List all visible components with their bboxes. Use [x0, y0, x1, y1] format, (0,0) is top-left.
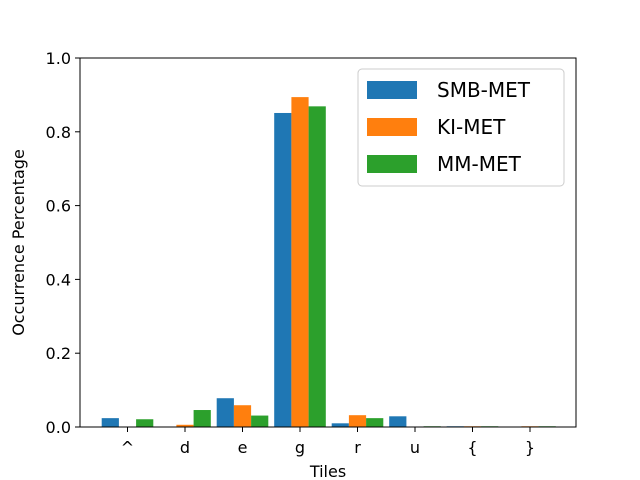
plot-frame — [79, 57, 577, 428]
x-tick-label: } — [525, 438, 535, 457]
bar-ki-met-2 — [233, 405, 252, 427]
y-axis-label: Occurrence Percentage — [9, 149, 28, 336]
legend: SMB-MET KI-MET MM-MET — [357, 68, 565, 187]
y-tick-label: 0.4 — [46, 270, 71, 289]
y-tick-label: 1.0 — [46, 49, 71, 68]
bar-mm-met-0 — [136, 419, 154, 427]
bar-smb-met-2 — [216, 398, 234, 427]
bar-mm-met-3 — [308, 106, 326, 428]
bar-smb-met-3 — [274, 112, 292, 427]
y-tick-label: 0.2 — [46, 344, 71, 363]
y-tick-label: 0.6 — [46, 197, 71, 216]
legend-label-smb-met: SMB-MET — [437, 78, 531, 102]
legend-label-mm-met: MM-MET — [437, 152, 522, 176]
bar-ki-met-4 — [348, 415, 367, 427]
bar-mm-met-1 — [193, 410, 211, 427]
legend-swatch-smb-met — [367, 81, 417, 99]
legend-swatch-mm-met — [367, 155, 417, 173]
x-tick-label: u — [410, 438, 420, 457]
x-tick-label: { — [467, 438, 477, 457]
bar-mm-met-2 — [251, 415, 269, 427]
y-tick-label: 0.8 — [46, 123, 71, 142]
legend-swatch-ki-met — [367, 118, 417, 136]
bar-smb-met-0 — [101, 418, 119, 427]
x-tick-label: ^ — [121, 438, 134, 457]
bar-mm-met-4 — [366, 418, 384, 427]
x-tick-label: d — [180, 438, 190, 457]
x-axis-label: Tiles — [309, 462, 346, 480]
x-tick-label: r — [354, 438, 361, 457]
bar-smb-met-5 — [389, 416, 407, 427]
x-tick-label: g — [295, 438, 305, 457]
bar-smb-met-4 — [331, 423, 349, 427]
y-ticks-group: 0.0 0.2 0.4 0.6 0.8 1.0 — [46, 49, 80, 437]
y-tick-label: 0.0 — [46, 418, 71, 437]
legend-label-ki-met: KI-MET — [437, 115, 506, 139]
x-tick-label: e — [238, 438, 248, 457]
x-ticks-group: ^ d e g r u {} — [121, 427, 535, 457]
bar-ki-met-1 — [176, 424, 194, 427]
bar-ki-met-3 — [291, 97, 309, 427]
bars-group — [101, 97, 556, 428]
